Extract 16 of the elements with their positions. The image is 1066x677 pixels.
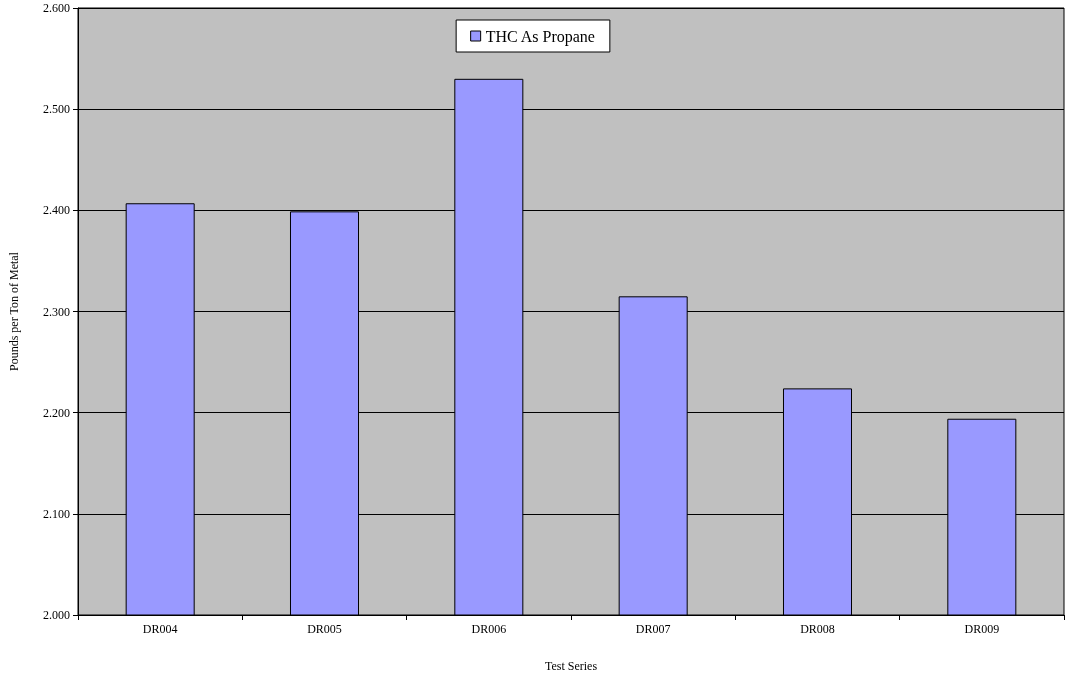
x-tick-label: DR009 (964, 622, 1000, 636)
y-axis-title: Pounds per Ton of Metal (7, 251, 21, 371)
y-tick-label: 2.200 (43, 405, 70, 420)
y-tick-label: 2.000 (43, 608, 70, 622)
x-tick-label: DR005 (307, 622, 342, 636)
y-tick-label: 2.500 (43, 102, 70, 117)
legend-label: THC As Propane (485, 27, 595, 46)
x-axis-title: Test Series (544, 659, 598, 673)
y-tick-label: 2.100 (43, 506, 70, 521)
x-tick-label: DR007 (635, 622, 671, 636)
y-tick-label: 2.600 (43, 1, 70, 15)
y-tick-label: 2.400 (43, 203, 70, 218)
x-tick-label: DR008 (800, 622, 835, 636)
x-tick-label: DR006 (471, 622, 507, 636)
y-tick-label: 2.300 (43, 304, 70, 319)
x-tick-label: DR004 (142, 622, 178, 636)
